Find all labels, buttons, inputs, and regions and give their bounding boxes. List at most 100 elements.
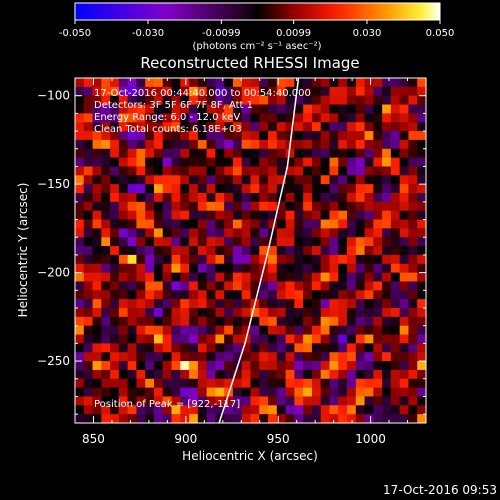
- heatmap-cell: [232, 272, 243, 282]
- heatmap-cell: [311, 405, 322, 415]
- heatmap-cell: [118, 122, 129, 132]
- heatmap-cell: [303, 263, 313, 274]
- heatmap-cell: [408, 157, 418, 167]
- heatmap-cell: [338, 219, 348, 229]
- heatmap-cell: [153, 352, 164, 362]
- heatmap-cell: [294, 95, 304, 105]
- heatmap-cell: [285, 148, 295, 159]
- heatmap-cell: [127, 193, 137, 203]
- heatmap-cell: [408, 113, 418, 123]
- heatmap-cell: [83, 369, 93, 380]
- heatmap-cell: [136, 281, 146, 291]
- heatmap-cell: [75, 352, 85, 362]
- heatmap-cell: [162, 405, 172, 415]
- heatmap-cell: [224, 263, 234, 274]
- heatmap-cell: [118, 272, 129, 282]
- heatmap-cell: [320, 201, 330, 212]
- heatmap-cell: [241, 281, 251, 291]
- heatmap-cell: [189, 166, 199, 176]
- heatmap-cell: [408, 405, 418, 415]
- heatmap-cell: [250, 378, 260, 389]
- heatmap-cell: [75, 387, 85, 397]
- heatmap-cell: [399, 113, 409, 123]
- heatmap-cell: [303, 139, 313, 150]
- heatmap-cell: [320, 184, 330, 194]
- heatmap-cell: [355, 405, 365, 415]
- heatmap-cell: [338, 263, 348, 274]
- heatmap-cell: [215, 299, 225, 309]
- heatmap-cell: [347, 396, 357, 406]
- heatmap-cell: [215, 361, 225, 371]
- heatmap-cell: [127, 157, 137, 167]
- heatmap-cell: [180, 396, 190, 406]
- heatmap-cell: [180, 316, 190, 327]
- heatmap-cell: [180, 219, 190, 229]
- heatmap-cell: [189, 414, 199, 424]
- heatmap-cell: [145, 201, 155, 212]
- heatmap-cell: [276, 157, 287, 167]
- heatmap-cell: [127, 396, 137, 406]
- heatmap-cell: [189, 254, 199, 265]
- heatmap-cell: [303, 166, 313, 176]
- heatmap-cell: [417, 254, 427, 265]
- heatmap-cell: [285, 343, 295, 353]
- heatmap-cell: [364, 228, 374, 238]
- heatmap-cell: [101, 325, 111, 335]
- heatmap-cell: [224, 122, 234, 132]
- heatmap-cell: [110, 378, 120, 389]
- heatmap-cell: [382, 343, 392, 353]
- heatmap-cell: [250, 290, 260, 300]
- x-axis-label: Heliocentric X (arcsec): [182, 449, 318, 463]
- heatmap-cell: [320, 228, 330, 238]
- heatmap-cell: [197, 369, 208, 380]
- heatmap-cell: [329, 104, 339, 114]
- heatmap-cell: [241, 193, 251, 203]
- heatmap-cell: [232, 184, 243, 194]
- heatmap-cell: [92, 113, 102, 123]
- heatmap-cell: [294, 113, 304, 123]
- heatmap-cell: [250, 343, 260, 353]
- heatmap-cell: [171, 122, 181, 132]
- heatmap-cell: [224, 175, 234, 185]
- heatmap-cell: [417, 228, 427, 238]
- heatmap-cell: [101, 219, 111, 229]
- heatmap-cell: [101, 290, 111, 300]
- heatmap-cell: [355, 148, 365, 159]
- heatmap-cell: [285, 175, 295, 185]
- heatmap-cell: [241, 325, 251, 335]
- heatmap-cell: [303, 281, 313, 291]
- heatmap-cell: [355, 95, 365, 105]
- heatmap-cell: [294, 396, 304, 406]
- heatmap-cell: [355, 131, 365, 141]
- heatmap-cell: [285, 254, 295, 265]
- heatmap-cell: [311, 139, 322, 150]
- heatmap-cell: [189, 396, 199, 406]
- heatmap-cell: [224, 131, 234, 141]
- heatmap-cell: [364, 184, 374, 194]
- heatmap-cell: [417, 414, 427, 424]
- heatmap-cell: [83, 378, 93, 389]
- heatmap-cell: [189, 299, 199, 309]
- heatmap-cell: [224, 166, 234, 176]
- heatmap-cell: [250, 396, 260, 406]
- heatmap-cell: [250, 78, 260, 88]
- heatmap-cell: [83, 228, 93, 238]
- heatmap-cell: [92, 157, 102, 167]
- heatmap-cell: [311, 131, 322, 141]
- heatmap-cell: [189, 228, 199, 238]
- heatmap-cell: [145, 378, 155, 389]
- heatmap-cell: [101, 361, 111, 371]
- heatmap-cell: [364, 78, 374, 88]
- heatmap-cell: [390, 201, 401, 212]
- heatmap-cell: [189, 246, 199, 256]
- heatmap-cell: [329, 299, 339, 309]
- heatmap-cell: [92, 193, 102, 203]
- heatmap-cell: [101, 308, 111, 318]
- heatmap-cell: [127, 308, 137, 318]
- heatmap-cell: [241, 254, 251, 265]
- heatmap-cell: [347, 237, 357, 247]
- heatmap-cell: [347, 219, 357, 229]
- heatmap-cell: [364, 334, 374, 344]
- heatmap-cell: [382, 316, 392, 327]
- heatmap-cell: [250, 175, 260, 185]
